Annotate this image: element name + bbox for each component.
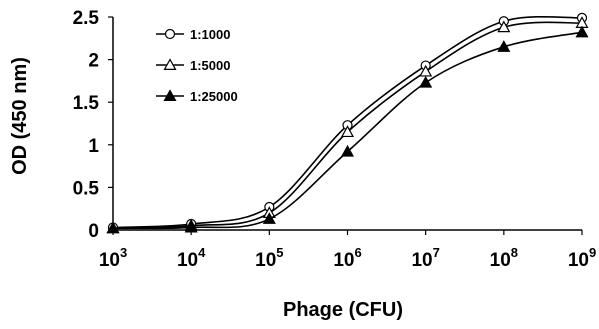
x-tick-label: 105 [255, 245, 283, 271]
x-tick-label: 103 [99, 245, 127, 271]
x-axis-title: Phage (CFU) [283, 299, 403, 321]
y-tick-labels: 0 0.5 1 1.5 2 2.5 [73, 8, 100, 242]
data-point [340, 144, 355, 157]
y-tick-label: 2 [88, 51, 99, 72]
y-tick-label: 0 [88, 221, 99, 242]
legend-label: 1:5000 [190, 58, 230, 73]
data-point [497, 40, 511, 52]
legend-label: 1:25000 [190, 89, 238, 104]
legend-item: 1:5000 [156, 58, 230, 73]
y-tick-label: 1 [88, 136, 99, 157]
data-point [575, 25, 589, 38]
series-3 [106, 25, 589, 234]
legend: 1:1000 1:5000 1:25000 [156, 27, 238, 104]
data-point [340, 125, 355, 138]
legend-item: 1:25000 [156, 89, 238, 104]
x-tick-label: 107 [411, 245, 439, 271]
series-group [106, 12, 589, 234]
legend-marker [163, 89, 177, 102]
y-tick-label: 2.5 [73, 8, 100, 29]
data-point [106, 221, 120, 234]
legend-marker [163, 58, 177, 71]
data-point [184, 220, 198, 233]
data-point [262, 212, 276, 224]
legend-item: 1:1000 [156, 27, 230, 42]
x-tick-label: 109 [568, 245, 596, 271]
y-tick-label: 0.5 [73, 178, 100, 199]
legend-marker [164, 28, 176, 40]
data-point [419, 75, 433, 88]
y-tick-label: 1.5 [73, 93, 100, 114]
series-1 [107, 12, 588, 233]
x-tick-label: 104 [177, 245, 206, 271]
x-tick-labels: 103 104 105 106 107 108 109 [99, 245, 596, 271]
x-tick-label: 108 [490, 245, 518, 271]
y-axis-title: OD (450 nm) [9, 57, 31, 175]
legend-label: 1:1000 [190, 27, 230, 42]
x-tick-label: 106 [333, 245, 361, 271]
data-point [497, 20, 511, 33]
